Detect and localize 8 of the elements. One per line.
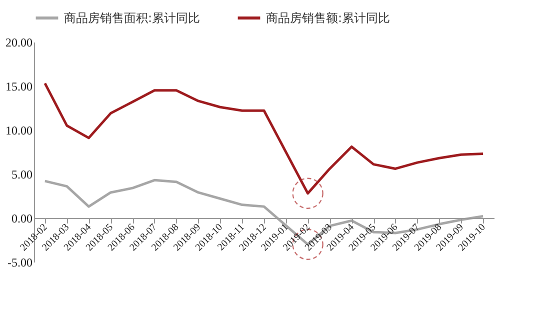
y-tick-label: 20.00 bbox=[6, 36, 32, 50]
y-tick-label: 15.00 bbox=[6, 80, 32, 94]
legend-label: 商品房销售面积:累计同比 bbox=[64, 11, 200, 25]
y-tick-label: -5.00 bbox=[8, 256, 32, 270]
legend-label: 商品房销售额:累计同比 bbox=[266, 11, 390, 25]
y-tick-label: 5.00 bbox=[12, 168, 32, 182]
y-tick-label: 10.00 bbox=[6, 124, 32, 138]
y-tick-label: 0.00 bbox=[12, 212, 32, 226]
